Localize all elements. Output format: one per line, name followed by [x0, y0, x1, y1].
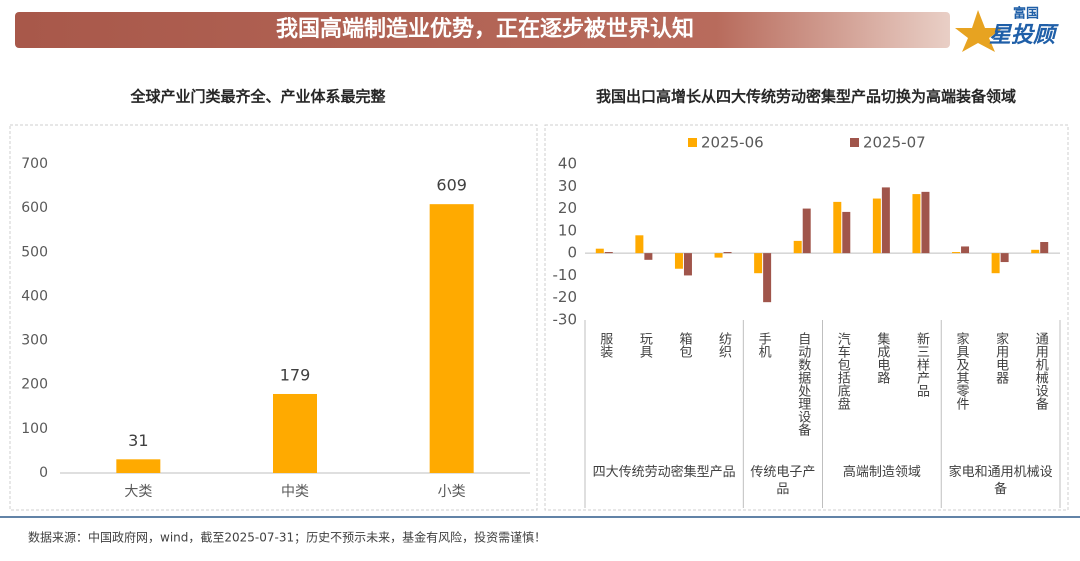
bar — [683, 253, 692, 276]
data-label: 31 — [128, 431, 148, 450]
bar — [595, 248, 604, 254]
bar — [881, 187, 890, 254]
bar — [991, 253, 1000, 274]
y-tick-label: 10 — [558, 221, 577, 239]
bar — [961, 246, 970, 254]
group-label: 传统电子产品 — [750, 465, 816, 497]
bar — [912, 194, 921, 254]
bar — [872, 198, 881, 254]
bar — [793, 240, 802, 254]
bar — [1031, 249, 1040, 254]
bar — [723, 252, 732, 254]
chart-title: 我国出口高增长从四大传统劳动密集型产品切换为高端装备领域 — [596, 88, 1016, 106]
panel-right — [544, 124, 1069, 511]
bar — [429, 204, 474, 474]
x-tick-label: 纺织 — [716, 332, 732, 358]
y-tick-label: 500 — [21, 244, 48, 260]
bar — [952, 252, 961, 254]
x-tick-label: 大类 — [124, 484, 152, 500]
x-tick-label: 家具及其零件 — [954, 331, 970, 410]
legend-label: 2025-06 — [701, 134, 764, 152]
legend-swatch — [850, 138, 859, 147]
banner — [15, 12, 950, 48]
y-tick-label: 20 — [558, 199, 577, 217]
bar — [674, 253, 683, 269]
x-tick-label: 手机 — [756, 332, 772, 359]
bar — [921, 191, 930, 254]
legend-label: 2025-07 — [863, 134, 926, 152]
group-label: 高端制造领域 — [842, 465, 921, 480]
bar — [116, 459, 161, 473]
y-tick-label: 100 — [21, 421, 48, 437]
group-label: 四大传统劳动密集型产品 — [592, 465, 736, 480]
logo-star — [955, 10, 1003, 52]
bar — [754, 253, 763, 274]
x-tick-label: 箱包 — [676, 331, 692, 358]
x-tick-label: 新三样产品 — [914, 331, 930, 397]
x-tick-label: 小类 — [438, 484, 466, 500]
bar — [604, 252, 613, 254]
y-tick-label: 0 — [567, 244, 577, 262]
x-tick-label: 通用机械设备 — [1033, 332, 1049, 411]
y-tick-label: 300 — [21, 333, 48, 349]
page-title: 我国高端制造业优势，正在逐步被世界认知 — [276, 16, 694, 42]
group-label: 家电和通用机械设备 — [948, 465, 1053, 497]
bar — [833, 201, 842, 254]
bar — [1000, 253, 1009, 263]
logo-main: 星投顾 — [989, 23, 1059, 48]
y-tick-label: 40 — [558, 155, 577, 173]
bar — [714, 253, 723, 258]
logo-top: 富国 — [1013, 6, 1039, 22]
legend-swatch — [688, 138, 697, 147]
x-tick-label: 家用电器 — [993, 331, 1009, 385]
bar — [635, 235, 644, 254]
x-tick-label: 自动数据处理设备 — [795, 332, 811, 437]
y-tick-label: 600 — [21, 200, 48, 216]
y-tick-label: 700 — [21, 156, 48, 172]
bar — [644, 253, 653, 260]
x-tick-label: 集成电路 — [874, 331, 890, 384]
bar — [802, 208, 811, 254]
y-tick-label: 30 — [558, 177, 577, 195]
x-tick-label: 汽车包括底盘 — [835, 332, 851, 410]
data-label: 179 — [280, 365, 311, 384]
panel-left — [9, 124, 538, 511]
source-note: 数据来源：中国政府网，wind，截至2025-07-31；历史不预示未来，基金有… — [28, 530, 546, 545]
y-tick-label: 400 — [21, 288, 48, 304]
bar — [1040, 242, 1049, 254]
x-tick-label: 服装 — [597, 332, 613, 358]
y-tick-label: 0 — [39, 465, 48, 481]
bar — [763, 253, 772, 303]
y-tick-label: 200 — [21, 377, 48, 393]
x-tick-label: 中类 — [281, 484, 309, 500]
y-tick-label: -30 — [553, 311, 578, 329]
y-tick-label: -20 — [553, 288, 578, 306]
bar — [273, 393, 317, 473]
x-tick-label: 玩具 — [637, 332, 653, 358]
y-tick-label: -10 — [553, 266, 578, 284]
bar — [842, 211, 851, 254]
data-label: 609 — [436, 176, 467, 195]
chart-title: 全球产业门类最齐全、产业体系最完整 — [129, 88, 385, 106]
